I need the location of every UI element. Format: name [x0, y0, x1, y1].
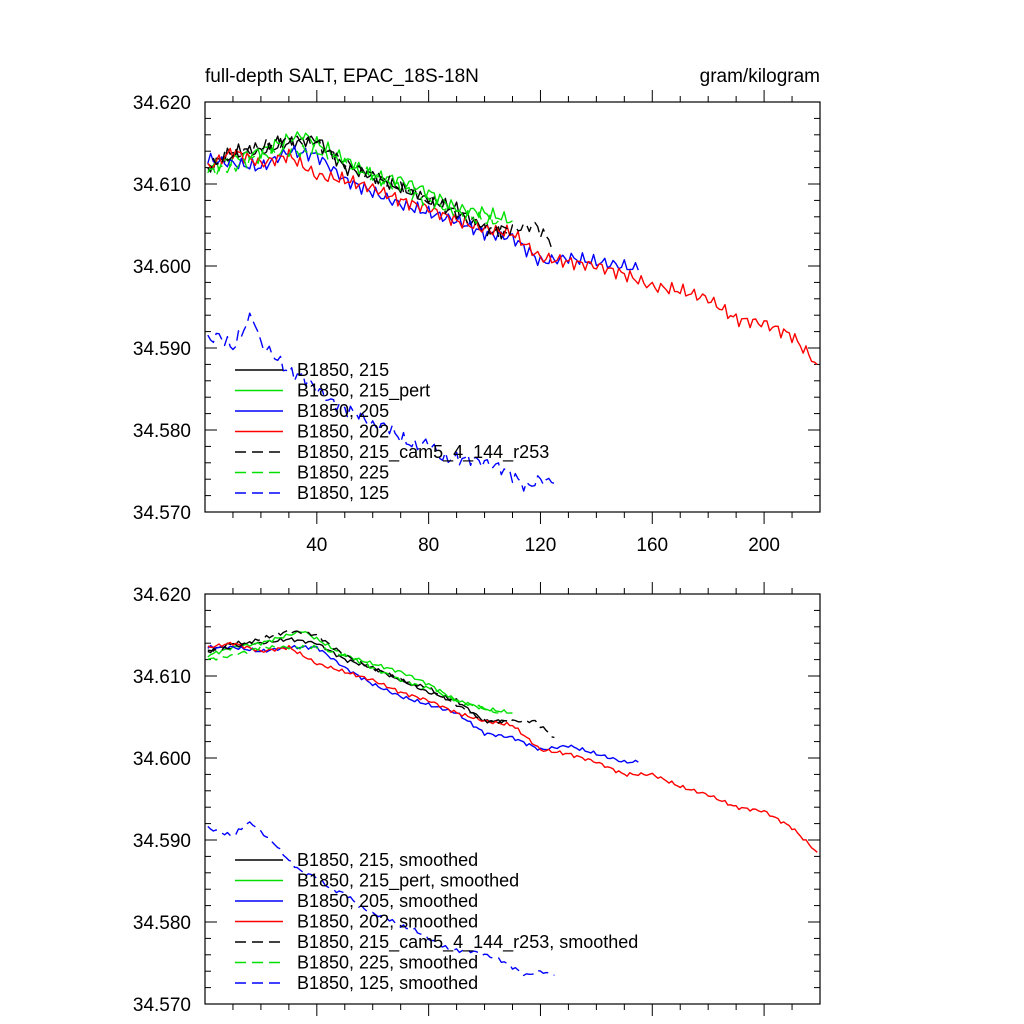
legend-label: B1850, 215_pert	[297, 381, 430, 402]
series-line	[207, 644, 499, 714]
legend-label: B1850, 215_cam5_4_144_r253	[297, 442, 549, 463]
legend-label: B1850, 215_cam5_4_144_r253, smoothed	[297, 932, 638, 953]
y-tick-labels: 34.620 34.610 34.600 34.590 34.580 34.570	[133, 93, 191, 524]
series-line	[207, 641, 818, 853]
series-line	[207, 135, 555, 250]
x-tick-label: 40	[306, 535, 327, 556]
y-tick-label: 34.570	[133, 503, 191, 524]
y-tick-label: 34.580	[133, 421, 191, 442]
series-line	[207, 637, 507, 724]
series-line	[207, 821, 555, 977]
legend-label: B1850, 202, smoothed	[297, 912, 478, 932]
series-lines	[207, 131, 818, 492]
legend-label: B1850, 215, smoothed	[297, 850, 478, 870]
y-tick-label: 34.590	[133, 831, 191, 852]
legend-label: B1850, 215_pert, smoothed	[297, 871, 519, 892]
top-panel: full-depth SALT, EPAC_18S-18N gram/kilog…	[133, 66, 821, 556]
axis-ticks	[205, 582, 820, 1016]
series-lines	[207, 629, 818, 977]
legend-label: B1850, 215	[297, 360, 389, 380]
legend-label: B1850, 205, smoothed	[297, 891, 478, 911]
bottom-panel: 34.620 34.610 34.600 34.590 34.580 34.570 B18…	[133, 582, 821, 1016]
x-tick-label: 160	[636, 535, 668, 556]
legend-label: B1850, 225, smoothed	[297, 953, 478, 973]
y-tick-label: 34.600	[133, 257, 191, 278]
x-tick-label: 200	[748, 535, 780, 556]
x-tick-labels: 40 80 120 160 200	[306, 535, 780, 556]
legend-label: B1850, 205	[297, 401, 389, 421]
series-line	[207, 147, 818, 365]
series-line	[207, 630, 513, 714]
legend-label: B1850, 225	[297, 463, 389, 483]
y-tick-labels: 34.620 34.610 34.600 34.590 34.580 34.570	[133, 585, 191, 1016]
y-tick-label: 34.580	[133, 913, 191, 934]
series-line	[207, 145, 639, 271]
series-line	[207, 131, 513, 224]
axis-ticks	[205, 90, 820, 524]
legend-label: B1850, 125	[297, 483, 389, 503]
x-tick-label: 80	[418, 535, 439, 556]
series-line	[207, 644, 639, 764]
legend-label: B1850, 125, smoothed	[297, 973, 478, 993]
y-tick-label: 34.570	[133, 995, 191, 1016]
chart-title-left: full-depth SALT, EPAC_18S-18N	[205, 66, 479, 87]
series-line	[207, 143, 499, 225]
y-tick-label: 34.610	[133, 175, 191, 196]
chart-title-right: gram/kilogram	[700, 66, 820, 87]
y-tick-label: 34.600	[133, 749, 191, 770]
y-tick-label: 34.620	[133, 585, 191, 606]
y-tick-label: 34.590	[133, 339, 191, 360]
legend-label: B1850, 202	[297, 422, 389, 442]
series-line	[207, 312, 555, 492]
y-tick-label: 34.610	[133, 667, 191, 688]
x-tick-label: 120	[525, 535, 557, 556]
y-tick-label: 34.620	[133, 93, 191, 114]
series-line	[207, 629, 555, 739]
